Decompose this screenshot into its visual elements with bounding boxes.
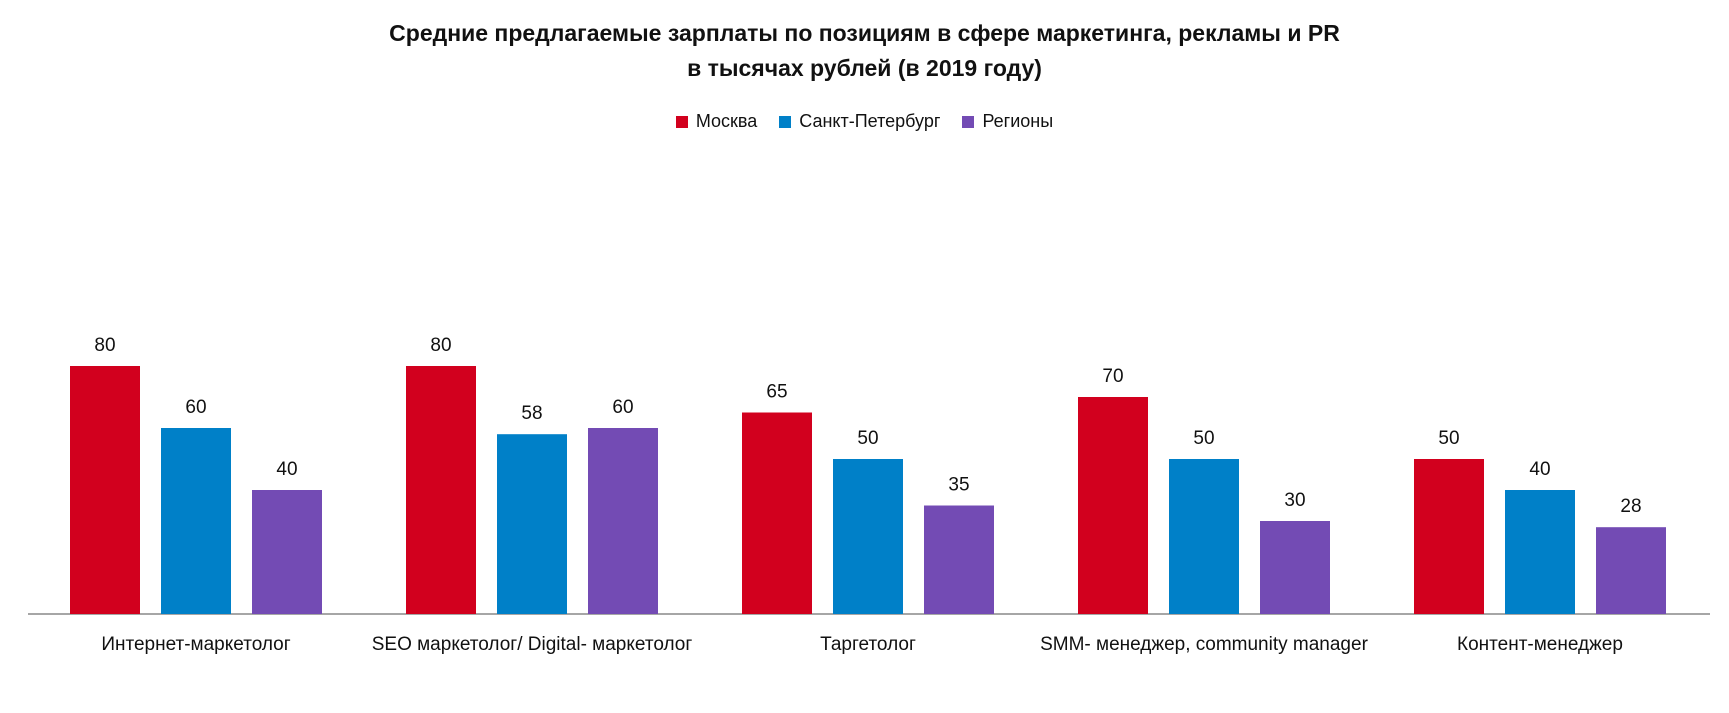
data-label-spb-4: 50	[1193, 428, 1214, 449]
legend-swatch-moscow	[675, 115, 688, 128]
data-label-regions-3: 35	[948, 475, 969, 496]
bar-moscow-3	[742, 412, 812, 614]
category-label-3: Таргетолог	[820, 634, 916, 655]
legend-label-moscow: Москва	[695, 111, 758, 131]
legend-item-moscow: Москва	[675, 111, 758, 132]
chart-legend: Москва Санкт-Петербург Регионы	[0, 111, 1729, 132]
bar-moscow-1	[70, 366, 140, 614]
legend-swatch-regions	[962, 115, 975, 128]
legend-swatch-spb	[779, 115, 792, 128]
bar-spb-2	[497, 434, 567, 614]
bar-spb-5	[1505, 490, 1575, 614]
bar-regions-4	[1260, 521, 1330, 614]
bar-regions-5	[1596, 527, 1666, 614]
bar-moscow-4	[1078, 397, 1148, 614]
bar-moscow-2	[406, 366, 476, 614]
legend-label-regions: Регионы	[982, 111, 1054, 131]
data-label-moscow-3: 65	[766, 382, 787, 403]
data-label-spb-5: 40	[1529, 459, 1550, 480]
chart-subtitle: в тысячах рублей (в 2019 году)	[687, 55, 1042, 81]
data-label-moscow-5: 50	[1438, 428, 1459, 449]
bar-spb-3	[833, 459, 903, 614]
category-label-1: Интернет-маркетолог	[101, 634, 290, 655]
data-label-regions-1: 40	[276, 459, 297, 480]
legend-label-spb: Санкт-Петербург	[799, 111, 941, 131]
legend-item-spb: Санкт-Петербург	[779, 111, 940, 132]
data-label-spb-1: 60	[185, 397, 206, 418]
category-label-2: SEO маркетолог/ Digital- маркетолог	[372, 634, 693, 655]
bar-regions-2	[588, 428, 658, 614]
bar-spb-4	[1169, 459, 1239, 614]
category-label-5: Контент-менеджер	[1457, 634, 1623, 655]
bar-regions-1	[252, 490, 322, 614]
chart-title: Средние предлагаемые зарплаты по позиция…	[389, 20, 1340, 46]
data-label-regions-5: 28	[1620, 496, 1641, 517]
data-label-regions-4: 30	[1284, 490, 1305, 511]
legend-item-regions: Регионы	[962, 111, 1053, 132]
bar-moscow-5	[1414, 459, 1484, 614]
data-label-moscow-1: 80	[94, 335, 115, 356]
data-label-regions-2: 60	[612, 397, 633, 418]
bar-spb-1	[161, 428, 231, 614]
data-label-moscow-4: 70	[1102, 366, 1123, 387]
data-label-moscow-2: 80	[430, 335, 451, 356]
data-label-spb-2: 58	[521, 403, 542, 424]
bar-regions-3	[924, 505, 994, 614]
data-label-spb-3: 50	[857, 428, 878, 449]
category-label-4: SMM- менеджер, community manager	[1040, 634, 1368, 655]
